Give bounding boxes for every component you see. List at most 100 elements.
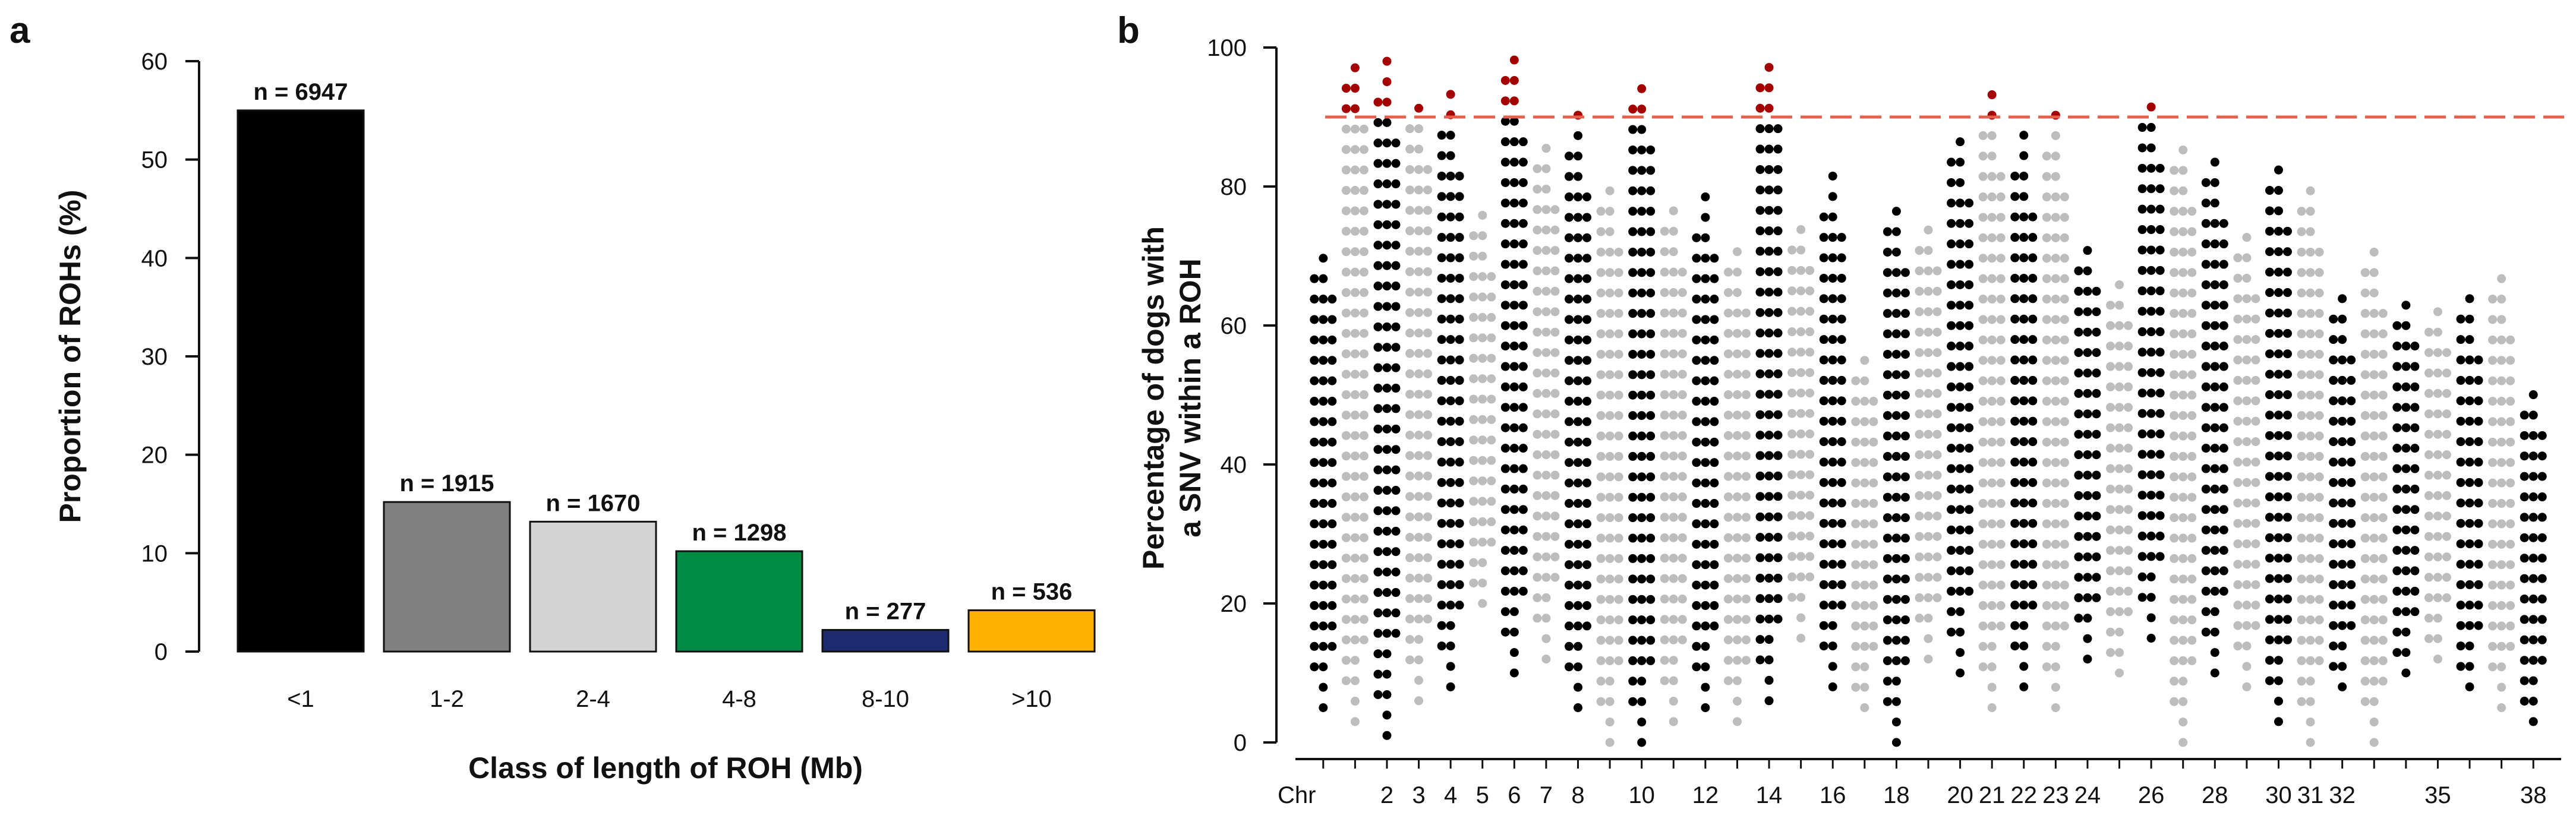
panel-b-dot: [1646, 207, 1656, 216]
panel-b-dot: [1637, 166, 1647, 175]
panel-b-dot: [1628, 615, 1638, 625]
panel-b-dot: [1350, 349, 1360, 359]
panel-b-dot: [2424, 348, 2433, 358]
panel-b-dot: [1996, 560, 2006, 570]
panel-b-dot: [2528, 574, 2538, 583]
panel-b-dot: [2106, 648, 2115, 658]
panel-b-dot: [1437, 539, 1446, 549]
panel-b-dot: [2369, 697, 2379, 706]
panel-b-dot: [1446, 682, 1455, 691]
panel-b-dot: [1382, 322, 1392, 331]
panel-b-dot: [2170, 574, 2179, 584]
panel-b-dot: [2274, 676, 2283, 685]
panel-b-dot: [2456, 519, 2465, 528]
panel-b-dot: [1423, 349, 1433, 358]
panel-b-dot: [1947, 525, 1956, 535]
panel-b-dot: [1987, 274, 1997, 283]
panel-b-dot: [2074, 388, 2083, 398]
panel-b-dot: [1533, 409, 1542, 419]
panel-b-dot: [1837, 396, 1846, 406]
panel-b-dot: [2497, 560, 2506, 570]
panel-b-dot: [1628, 288, 1638, 298]
panel-b-dot: [1605, 533, 1615, 543]
panel-b-dot: [2146, 388, 2156, 398]
panel-a-y-tick-label: 60: [141, 49, 168, 75]
panel-b-dot: [2074, 429, 2083, 439]
panel-b-dot: [1605, 738, 1615, 747]
panel-b-dot: [1755, 267, 1765, 276]
panel-b-dot: [1915, 573, 1924, 582]
panel-b-dot: [1819, 396, 1828, 406]
panel-b-dot: [2146, 204, 2156, 214]
panel-b-dot: [1373, 302, 1383, 311]
panel-b-dot: [1996, 519, 2006, 529]
panel-b-dot: [1755, 226, 1765, 236]
panel-b-dot: [1965, 198, 1974, 208]
panel-b-dot: [1414, 287, 1424, 297]
panel-b-dot: [2092, 348, 2101, 358]
panel-b-dot: [2265, 247, 2274, 257]
panel-b-dot: [1446, 498, 1455, 508]
panel-b-dot: [2106, 484, 2115, 494]
panel-b-dot: [1891, 247, 1901, 257]
panel-b-dot: [1509, 362, 1519, 371]
panel-b-dot: [2274, 390, 2283, 400]
panel-b-dot: [2092, 327, 2101, 337]
panel-b-dot: [1565, 560, 1574, 570]
panel-b-dot: [1310, 274, 1319, 283]
panel-b-dot: [2178, 288, 2188, 298]
panel-b-highlight-dot: [2146, 102, 2156, 112]
panel-b-dot: [1359, 410, 1369, 420]
panel-b-dot: [1382, 241, 1392, 250]
panel-b-dot: [1359, 431, 1369, 440]
panel-b-dot: [2137, 572, 2147, 581]
panel-b-dot: [2201, 280, 2211, 289]
panel-b-dot: [1932, 450, 1942, 460]
panel-b-dot: [1423, 185, 1433, 195]
panel-b-dot: [1437, 641, 1446, 651]
panel-b-dot: [1628, 390, 1638, 400]
panel-b-dot: [1924, 409, 1933, 419]
panel-b-dot: [2537, 574, 2547, 583]
panel-b-dot: [1965, 342, 1974, 351]
panel-a-category-label: 2-4: [576, 686, 610, 712]
panel-b-dot: [2251, 519, 2260, 528]
panel-b-dot: [1701, 458, 1710, 467]
panel-b-x-tick-label: 23: [2042, 782, 2069, 808]
panel-b-dot: [2347, 457, 2356, 467]
panel-b-dot: [1382, 302, 1392, 311]
panel-b-dot: [1956, 464, 1965, 473]
panel-b-dot: [1605, 554, 1615, 563]
panel-b-dot: [2528, 533, 2538, 542]
panel-b-dot: [2187, 595, 2197, 604]
panel-b-dot: [2506, 560, 2515, 570]
panel-b-dot: [1437, 131, 1446, 140]
panel-b-dot: [1787, 388, 1797, 398]
panel-a-y-tick-label: 10: [141, 540, 168, 567]
panel-b-dot: [1900, 533, 1910, 543]
panel-b-dot: [1732, 308, 1742, 318]
panel-b-dot: [1533, 593, 1542, 602]
panel-b-dot: [1732, 513, 1742, 522]
panel-b-dot: [2124, 321, 2133, 330]
panel-b-dot: [1341, 124, 1351, 134]
panel-b-dot: [1350, 267, 1360, 277]
panel-b-highlight-dot: [1500, 75, 1510, 85]
panel-b-dot: [1678, 267, 1687, 277]
panel-b-dot: [1637, 288, 1647, 298]
panel-b-dot: [1987, 621, 1997, 631]
panel-b-dot: [2274, 656, 2283, 665]
panel-b-dot: [2201, 301, 2211, 310]
panel-b-dot: [2115, 525, 2124, 535]
panel-b-dot: [2051, 315, 2060, 324]
panel-b-dot: [1978, 519, 1988, 529]
panel-b-dot: [1891, 615, 1901, 625]
panel-b-dot: [2074, 368, 2083, 378]
panel-b-dot: [1669, 472, 1678, 481]
panel-b-dot: [1947, 403, 1956, 412]
panel-b-dot: [1773, 267, 1783, 276]
panel-b-dot: [1924, 266, 1933, 276]
panel-b-dot: [1646, 513, 1656, 523]
panel-b-dot: [1319, 417, 1328, 426]
panel-b-dot: [1350, 431, 1360, 440]
